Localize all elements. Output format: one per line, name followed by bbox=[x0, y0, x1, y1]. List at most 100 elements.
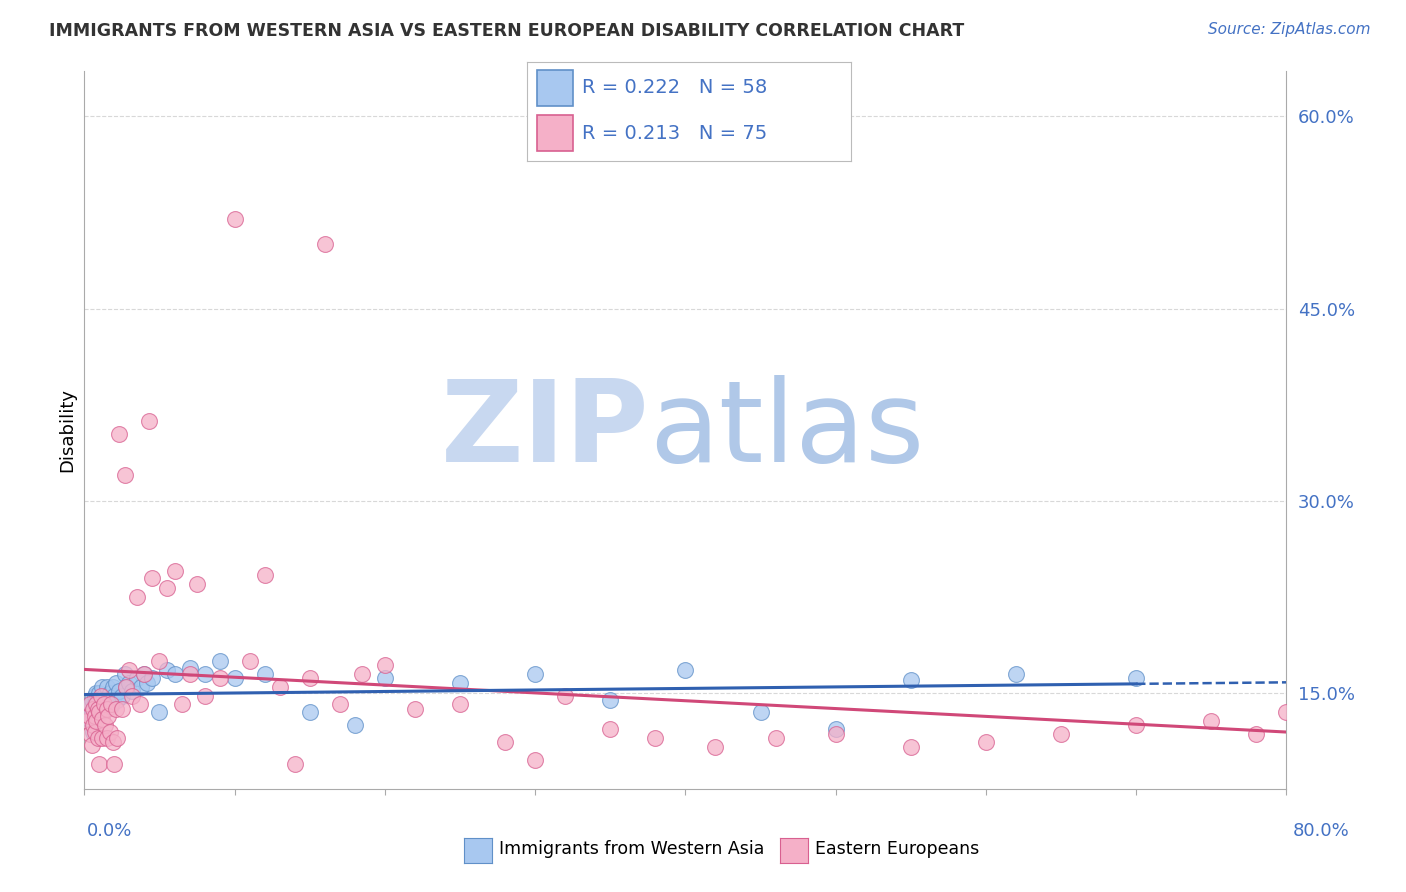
Point bbox=[121, 689, 143, 703]
Point bbox=[97, 709, 120, 723]
Point bbox=[1275, 706, 1298, 720]
Point bbox=[91, 731, 114, 746]
Point bbox=[194, 667, 217, 681]
Point bbox=[404, 701, 426, 715]
Point bbox=[82, 701, 104, 715]
Point bbox=[298, 706, 321, 720]
Point bbox=[91, 712, 114, 726]
Point bbox=[494, 735, 516, 749]
Text: Source: ZipAtlas.com: Source: ZipAtlas.com bbox=[1208, 22, 1371, 37]
Point bbox=[82, 724, 104, 739]
Point bbox=[93, 697, 115, 711]
Text: atlas: atlas bbox=[650, 375, 925, 486]
Point bbox=[87, 701, 110, 715]
Point bbox=[87, 709, 110, 723]
Point bbox=[298, 671, 321, 685]
Point bbox=[96, 731, 118, 746]
Point bbox=[87, 692, 110, 706]
Point bbox=[100, 697, 122, 711]
Text: ZIP: ZIP bbox=[441, 375, 650, 486]
Point bbox=[253, 667, 276, 681]
Point bbox=[1005, 667, 1028, 681]
Point bbox=[94, 718, 117, 732]
Point bbox=[253, 568, 276, 582]
Point bbox=[86, 686, 108, 700]
Point bbox=[89, 706, 111, 720]
Point bbox=[134, 667, 156, 681]
Y-axis label: Disability: Disability bbox=[58, 388, 76, 473]
Point bbox=[141, 671, 163, 685]
Point bbox=[163, 565, 186, 579]
Point bbox=[77, 712, 100, 726]
Point bbox=[98, 724, 121, 739]
Text: IMMIGRANTS FROM WESTERN ASIA VS EASTERN EUROPEAN DISABILITY CORRELATION CHART: IMMIGRANTS FROM WESTERN ASIA VS EASTERN … bbox=[49, 22, 965, 40]
Point bbox=[97, 692, 120, 706]
Point bbox=[269, 680, 291, 694]
Bar bbox=[537, 70, 572, 105]
Point bbox=[186, 577, 208, 591]
Point bbox=[108, 427, 131, 442]
Point bbox=[194, 689, 217, 703]
Point bbox=[91, 680, 114, 694]
Point bbox=[138, 414, 160, 428]
Point bbox=[1201, 714, 1223, 729]
Point bbox=[749, 706, 772, 720]
Point bbox=[80, 692, 103, 706]
Point bbox=[208, 654, 231, 668]
Point bbox=[96, 701, 118, 715]
Point bbox=[599, 692, 621, 706]
Point bbox=[329, 697, 352, 711]
Point bbox=[224, 671, 246, 685]
Bar bbox=[537, 115, 572, 151]
Point bbox=[91, 692, 114, 706]
Point bbox=[524, 667, 547, 681]
Point bbox=[101, 735, 124, 749]
Point bbox=[1125, 718, 1147, 732]
Point bbox=[101, 680, 124, 694]
Point bbox=[129, 697, 152, 711]
Point bbox=[125, 671, 148, 685]
Point bbox=[90, 699, 112, 714]
Point bbox=[111, 701, 134, 715]
Point bbox=[96, 697, 118, 711]
Point bbox=[524, 753, 547, 767]
Point bbox=[824, 722, 846, 736]
Point bbox=[824, 727, 846, 741]
Point bbox=[121, 683, 143, 698]
Point bbox=[96, 680, 118, 694]
Point bbox=[89, 706, 111, 720]
Point bbox=[148, 706, 170, 720]
Point bbox=[76, 714, 98, 729]
Point bbox=[108, 683, 131, 698]
Text: 0.0%: 0.0% bbox=[87, 822, 132, 840]
Point bbox=[103, 689, 125, 703]
Point bbox=[103, 756, 125, 771]
Point bbox=[104, 701, 127, 715]
Point bbox=[644, 731, 666, 746]
Point bbox=[170, 697, 193, 711]
Point bbox=[93, 689, 115, 703]
Text: Immigrants from Western Asia: Immigrants from Western Asia bbox=[499, 840, 765, 858]
Point bbox=[141, 571, 163, 585]
Point bbox=[107, 731, 129, 746]
Point bbox=[374, 671, 396, 685]
Point bbox=[86, 697, 108, 711]
Point bbox=[224, 211, 246, 226]
Point bbox=[900, 673, 922, 688]
Text: Eastern Europeans: Eastern Europeans bbox=[815, 840, 980, 858]
Point bbox=[134, 667, 156, 681]
Text: R = 0.222   N = 58: R = 0.222 N = 58 bbox=[582, 78, 768, 97]
Text: 80.0%: 80.0% bbox=[1294, 822, 1350, 840]
Point bbox=[163, 667, 186, 681]
Point bbox=[449, 697, 471, 711]
Point bbox=[100, 699, 122, 714]
Point bbox=[87, 731, 110, 746]
Point bbox=[90, 689, 112, 703]
Point bbox=[118, 663, 141, 677]
Point bbox=[974, 735, 997, 749]
Point bbox=[314, 237, 336, 252]
Point bbox=[83, 709, 105, 723]
Point bbox=[343, 718, 366, 732]
Point bbox=[98, 686, 121, 700]
Point bbox=[156, 581, 179, 595]
